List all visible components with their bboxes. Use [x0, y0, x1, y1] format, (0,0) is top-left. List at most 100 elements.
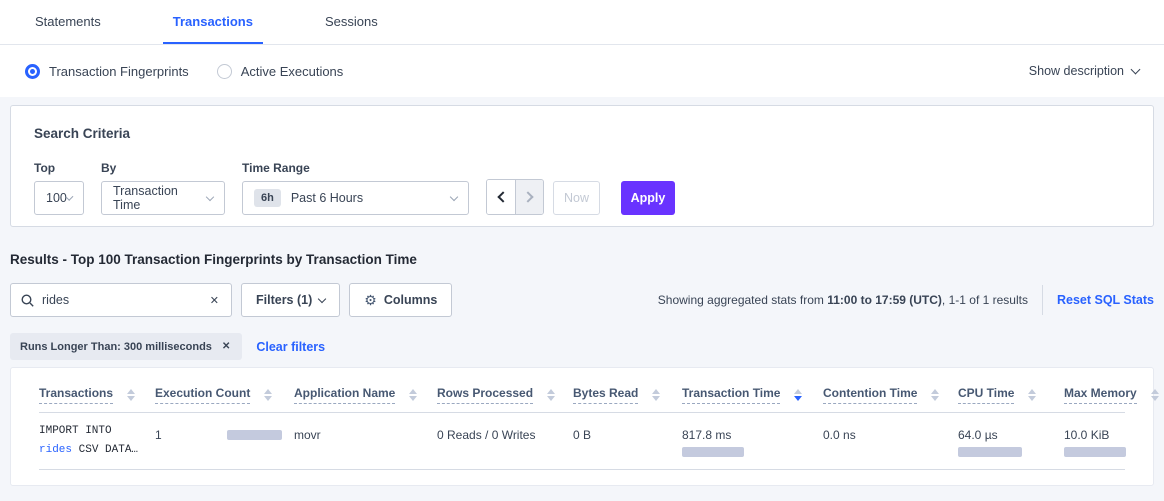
sort-icon[interactable]	[264, 389, 273, 401]
column-header-rows-processed[interactable]: Rows Processed	[437, 370, 573, 413]
radio-label-active-executions: Active Executions	[240, 63, 344, 79]
chevron-down-icon	[318, 294, 327, 303]
column-header-transaction-time[interactable]: Transaction Time	[682, 370, 823, 413]
time-range-field: Time Range 6h Past 6 Hours	[242, 161, 469, 215]
sort-desc-icon[interactable]	[794, 389, 803, 401]
column-header-cpu-time[interactable]: CPU Time	[958, 370, 1064, 413]
column-header-execution-count[interactable]: Execution Count	[155, 370, 294, 413]
cell-transaction-fingerprint[interactable]: IMPORT INTO rides CSV DATA…	[39, 412, 155, 470]
tab-statements[interactable]: Statements	[35, 14, 101, 29]
clear-search-icon[interactable]: ✕	[209, 294, 219, 307]
max-memory-bar	[1064, 447, 1126, 457]
cell-transaction-time: 817.8 ms	[682, 412, 823, 470]
transaction-statement-line2: rides CSV DATA…	[39, 444, 139, 457]
chevron-left-icon	[496, 191, 509, 203]
transaction-time-bar	[682, 447, 744, 457]
cell-rows-processed: 0 Reads / 0 Writes	[437, 412, 573, 470]
sort-icon[interactable]	[931, 389, 940, 401]
top-field: Top 100	[34, 161, 84, 215]
filters-button[interactable]: Filters (1)	[241, 283, 341, 317]
clear-filters-link[interactable]: Clear filters	[256, 339, 326, 354]
next-time-window-button[interactable]	[515, 180, 543, 214]
sort-icon[interactable]	[547, 389, 556, 401]
radio-transaction-fingerprints[interactable]: Transaction Fingerprints	[25, 63, 189, 79]
transactions-table: Transactions Execution Count Application…	[39, 370, 1159, 470]
top-select[interactable]: 100	[34, 181, 84, 215]
search-criteria-form: Top 100 By Transaction Time Time Range 6…	[34, 161, 1130, 215]
results-table-card: Transactions Execution Count Application…	[10, 367, 1159, 486]
column-header-transactions[interactable]: Transactions	[39, 370, 155, 413]
transaction-time-value: 817.8 ms	[682, 428, 732, 442]
max-memory-value: 10.0 KiB	[1064, 428, 1110, 442]
sort-icon[interactable]	[1028, 389, 1037, 401]
cell-contention-time: 0.0 ns	[823, 412, 958, 470]
execution-count-bar	[227, 430, 282, 440]
filters-button-label: Filters (1)	[256, 293, 313, 307]
aggregated-stats-text: Showing aggregated stats from 11:00 to 1…	[657, 293, 1028, 307]
show-description-toggle[interactable]: Show description	[1028, 64, 1141, 78]
top-label: Top	[34, 161, 56, 175]
radio-selected-icon	[25, 63, 40, 79]
columns-button-label: Columns	[383, 293, 438, 307]
transaction-statement-line1: IMPORT INTO	[39, 425, 112, 437]
cell-execution-count: 1	[155, 412, 294, 470]
cpu-time-value: 64.0 µs	[958, 428, 998, 442]
chevron-down-icon	[449, 192, 459, 201]
cell-max-memory: 10.0 KiB	[1064, 412, 1126, 470]
search-box: ✕	[10, 283, 232, 317]
reset-sql-stats-link[interactable]: Reset SQL Stats	[1056, 293, 1154, 307]
column-header-application-name[interactable]: Application Name	[294, 370, 437, 413]
tab-sessions[interactable]: Sessions	[324, 14, 378, 29]
radio-active-executions[interactable]: Active Executions	[216, 63, 344, 79]
search-icon	[21, 293, 34, 307]
sql-activity-tab-bar: Statements Transactions Sessions	[0, 0, 1164, 45]
show-description-label: Show description	[1028, 64, 1124, 78]
time-range-value: Past 6 Hours	[290, 191, 364, 205]
previous-time-window-button[interactable]	[487, 180, 515, 214]
search-criteria-title: Search Criteria	[34, 126, 131, 141]
chevron-right-icon	[522, 191, 534, 203]
top-select-value: 100	[46, 191, 67, 205]
columns-button[interactable]: ⚙ Columns	[349, 283, 453, 317]
execution-count-value: 1	[155, 428, 162, 442]
table-header-row: Transactions Execution Count Application…	[39, 370, 1159, 413]
results-title: Results - Top 100 Transaction Fingerprin…	[10, 252, 417, 267]
column-header-contention-time[interactable]: Contention Time	[823, 370, 958, 413]
remove-filter-icon[interactable]: ✕	[221, 341, 231, 352]
by-select-value: Transaction Time	[113, 184, 178, 212]
filter-pill-runs-longer-than: Runs Longer Than: 300 milliseconds ✕	[10, 333, 243, 360]
transaction-row: IMPORT INTO rides CSV DATA… 1 movr 0 Rea…	[39, 412, 1126, 470]
results-toolbar: ✕ Filters (1) ⚙ Columns Showing aggregat…	[10, 283, 1154, 317]
time-range-label: Time Range	[242, 161, 310, 175]
column-header-max-memory[interactable]: Max Memory	[1064, 370, 1159, 413]
active-filters-row: Runs Longer Than: 300 milliseconds ✕ Cle…	[10, 333, 1154, 360]
rides-table-link[interactable]: rides	[39, 444, 73, 457]
sort-icon[interactable]	[652, 389, 661, 401]
search-criteria-panel: Search Criteria Top 100 By Transaction T…	[10, 105, 1154, 227]
filter-pill-label: Runs Longer Than: 300 milliseconds	[20, 340, 212, 353]
cpu-time-bar	[958, 447, 1022, 457]
chevron-down-icon	[205, 192, 215, 201]
by-field: By Transaction Time	[101, 161, 225, 215]
by-select[interactable]: Transaction Time	[101, 181, 225, 215]
radio-label-transaction-fingerprints: Transaction Fingerprints	[49, 63, 189, 79]
chevron-down-icon	[1130, 64, 1141, 75]
sort-icon[interactable]	[1150, 389, 1159, 401]
search-input[interactable]	[42, 293, 208, 307]
time-window-arrows	[486, 179, 544, 215]
time-range-badge: 6h	[254, 189, 281, 207]
tab-transactions[interactable]: Transactions	[162, 2, 263, 44]
cell-application-name: movr	[294, 412, 437, 470]
apply-button[interactable]: Apply	[621, 181, 675, 215]
time-range-select[interactable]: 6h Past 6 Hours	[242, 181, 469, 215]
cell-cpu-time: 64.0 µs	[958, 412, 1064, 470]
now-button[interactable]: Now	[553, 181, 600, 215]
gear-icon: ⚙	[364, 291, 377, 308]
column-header-bytes-read[interactable]: Bytes Read	[573, 370, 682, 413]
sort-icon[interactable]	[409, 389, 418, 401]
cell-bytes-read: 0 B	[573, 412, 682, 470]
radio-unselected-icon	[216, 63, 232, 79]
sort-icon[interactable]	[127, 389, 136, 401]
by-label: By	[101, 161, 117, 175]
toolbar-divider	[1041, 285, 1043, 315]
